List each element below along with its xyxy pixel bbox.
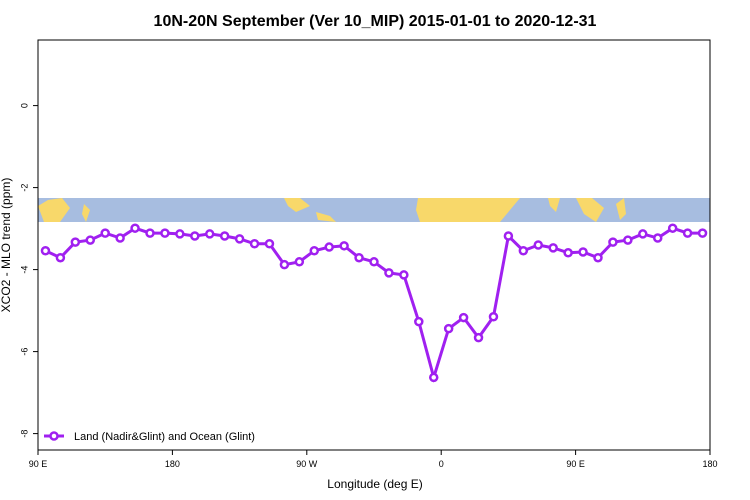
- data-point: [145, 228, 155, 238]
- data-point: [563, 248, 573, 258]
- data-point: [190, 231, 200, 241]
- data-point: [115, 233, 125, 243]
- data-point: [593, 252, 603, 263]
- y-tick-label: -8: [19, 430, 29, 438]
- data-line: [44, 226, 703, 383]
- data-point: [548, 243, 558, 253]
- data-point: [100, 228, 110, 238]
- data-point: [488, 312, 499, 322]
- y-tick-label: 0: [19, 103, 29, 108]
- data-point: [443, 323, 454, 334]
- data-point: [682, 228, 693, 238]
- data-point: [697, 228, 708, 238]
- data-point: [234, 234, 245, 244]
- data-point: [623, 235, 633, 245]
- data-point: [578, 247, 588, 257]
- data-point: [294, 257, 305, 267]
- plot-frame: [37, 39, 711, 451]
- x-tick-label: 90 E: [566, 459, 585, 469]
- data-point: [503, 231, 514, 241]
- x-axis-label: Longitude (deg E): [327, 477, 422, 491]
- legend-marker: [49, 431, 59, 441]
- data-point: [324, 242, 334, 252]
- y-tick-label: -6: [19, 348, 29, 356]
- data-point: [428, 372, 439, 383]
- x-tick-label: 90 E: [29, 459, 48, 469]
- data-point: [279, 259, 290, 270]
- y-axis-label: XCO2 - MLO trend (ppm): [0, 178, 13, 313]
- map-strip: [38, 198, 710, 222]
- data-point: [384, 268, 394, 278]
- data-point: [667, 223, 678, 233]
- data-point: [473, 332, 484, 343]
- data-point: [55, 252, 66, 263]
- data-point: [85, 235, 96, 245]
- data-point: [130, 223, 140, 233]
- legend-label: Land (Nadir&Glint) and Ocean (Glint): [74, 431, 255, 443]
- data-point: [249, 239, 260, 249]
- data-point: [70, 237, 81, 247]
- x-tick-label: 90 W: [296, 459, 318, 469]
- data-point: [219, 231, 230, 241]
- y-tick-label: -2: [19, 184, 29, 192]
- data-point: [414, 316, 424, 327]
- data-point: [638, 229, 648, 239]
- data-point: [369, 257, 379, 267]
- data-point: [458, 312, 469, 323]
- data-point: [40, 245, 51, 256]
- data-point: [652, 233, 663, 243]
- data-point: [175, 229, 185, 239]
- data-point: [354, 252, 364, 263]
- data-point: [264, 239, 275, 249]
- data-point: [160, 228, 170, 238]
- chart-title: 10N-20N September (Ver 10_MIP) 2015-01-0…: [154, 13, 597, 30]
- data-point: [309, 245, 320, 256]
- data-point: [339, 241, 349, 251]
- x-tick-label: 180: [165, 459, 180, 469]
- data-point: [204, 229, 215, 239]
- data-point: [533, 240, 544, 250]
- data-point: [608, 237, 618, 247]
- data-point: [518, 245, 529, 256]
- x-tick-label: 0: [439, 459, 444, 469]
- data-point: [399, 270, 409, 280]
- x-tick-label: 180: [702, 459, 717, 469]
- y-tick-label: -4: [19, 266, 29, 274]
